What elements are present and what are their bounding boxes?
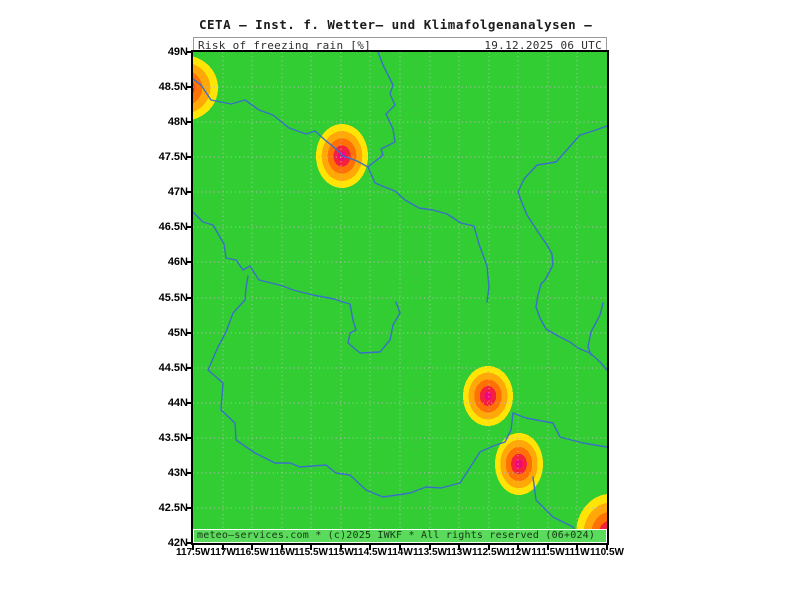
rivers-overlay	[193, 52, 607, 543]
lon-tick-label: 111W	[564, 547, 590, 558]
lat-tick-label: 44.5N	[158, 362, 188, 374]
lon-tick-label: 112.5W	[472, 547, 506, 558]
lon-tick-label: 115W	[328, 547, 354, 558]
river-north	[367, 52, 396, 168]
product-label: Risk_of_freezing_rain_[%]	[198, 39, 372, 52]
lat-tick-label: 43N	[167, 467, 188, 479]
river-south-loop	[207, 275, 607, 498]
lon-tick-label: 113W	[446, 547, 472, 558]
lat-tick-label: 46N	[167, 256, 188, 268]
lat-tick-label: 44N	[167, 397, 188, 409]
map-frame: meteo–services.com * (c)2025 IWKF * All …	[191, 50, 609, 545]
lon-tick-label: 111.5W	[531, 547, 565, 558]
lon-tick-label: 116W	[269, 547, 295, 558]
river-east	[517, 125, 607, 371]
river-center-squiggle	[342, 301, 401, 354]
lon-tick-label: 114.5W	[353, 547, 387, 558]
river-east-branch	[587, 302, 604, 356]
lon-tick-label: 117.5W	[176, 547, 210, 558]
river-northwest	[193, 78, 490, 303]
graticule-grid	[193, 52, 607, 543]
risk-blob	[193, 55, 218, 121]
lat-tick-label: 43.5N	[158, 432, 188, 444]
lon-tick-label: 110.5W	[590, 547, 624, 558]
river-southwest	[193, 211, 344, 303]
lon-tick-label: 112W	[505, 547, 531, 558]
lon-tick-label: 115.5W	[294, 547, 328, 558]
lat-tick-label: 45N	[167, 327, 188, 339]
lon-tick-label: 113.5W	[413, 547, 447, 558]
lat-tick-label: 45.5N	[158, 292, 188, 304]
watermark-text: meteo–services.com * (c)2025 IWKF * All …	[197, 530, 596, 541]
lon-tick-label: 116.5W	[235, 547, 269, 558]
lon-tick-label: 114W	[387, 547, 413, 558]
watermark-bar: meteo–services.com * (c)2025 IWKF * All …	[193, 529, 607, 543]
lat-tick-label: 42.5N	[158, 502, 188, 514]
risk-blob	[316, 124, 368, 188]
lat-tick-label: 48N	[167, 116, 188, 128]
header-box: Risk_of_freezing_rain_[%] 19.12.2025 06 …	[193, 37, 607, 52]
map-canvas: meteo–services.com * (c)2025 IWKF * All …	[193, 52, 607, 543]
page-title: CETA – Inst. f. Wetter– und Klimafolgena…	[199, 17, 593, 32]
datetime-label: 19.12.2025 06 UTC	[484, 39, 602, 52]
lat-tick-label: 42N	[167, 537, 188, 549]
lat-tick-label: 48.5N	[158, 81, 188, 93]
risk-blob	[463, 366, 513, 426]
lon-tick-label: 117W	[210, 547, 236, 558]
lat-tick-label: 47.5N	[158, 151, 188, 163]
lat-tick-label: 47N	[167, 186, 188, 198]
lat-tick-label: 46.5N	[158, 221, 188, 233]
lat-tick-label: 49N	[167, 46, 188, 58]
